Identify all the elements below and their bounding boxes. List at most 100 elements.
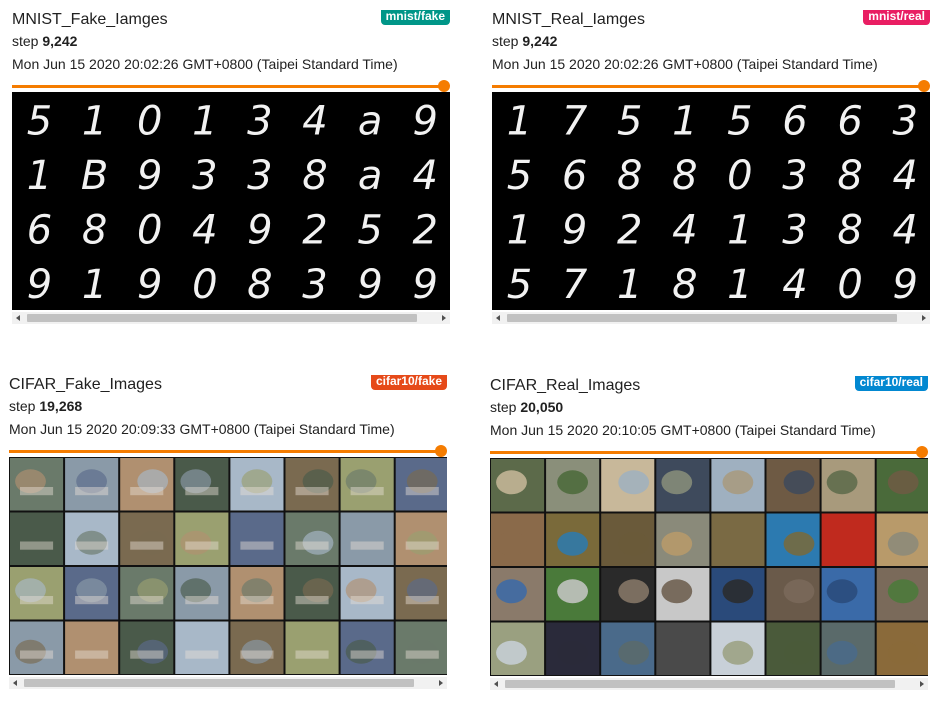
scrollbar-thumb[interactable]: [507, 314, 897, 322]
cifar-thumbnail: [656, 568, 710, 621]
cifar-thumbnail: [395, 621, 447, 674]
mnist-digit-tile: 4: [672, 208, 697, 254]
mnist-digit-tile: 7: [562, 262, 588, 308]
horizontal-scrollbar[interactable]: [9, 677, 447, 689]
cifar-thumbnail: [230, 621, 284, 674]
cifar-thumbnail: [10, 567, 64, 620]
cifar-thumbnail: [876, 459, 928, 512]
mnist-digit-tile: 8: [672, 262, 697, 308]
mnist-digit-tile: 5: [617, 99, 642, 145]
scrollbar-thumb[interactable]: [505, 680, 895, 688]
mnist-digit-tile: 3: [782, 208, 807, 254]
mnist-digit-tile: 3: [247, 99, 272, 145]
step-label: step: [492, 33, 519, 49]
cifar-thumbnail: [175, 458, 229, 511]
cifar-thumbnail: [821, 513, 875, 566]
wall-time: Mon Jun 15 2020 20:09:33 GMT+0800 (Taipe…: [9, 421, 395, 437]
mnist-digit-tile: 0: [837, 262, 862, 308]
cifar-thumbnail: [10, 512, 64, 565]
mnist-digit-grid: 5 1 0 1 3 4 a 91 B 9 3 3 8 a 46 8 0 4 9 2 5 29 1 9 0 8 3 9 9: [27, 99, 438, 309]
cifar-thumbnail: [601, 459, 655, 512]
cifar-thumbnail: [546, 622, 600, 675]
step-label: step: [490, 399, 517, 415]
horizontal-scrollbar[interactable]: [492, 312, 930, 324]
cifar-thumbnail: [821, 459, 875, 512]
mnist-digit-tile: 5: [27, 99, 52, 145]
cifar-thumbnail: [230, 567, 284, 620]
slider-thumb[interactable]: [438, 80, 450, 92]
cifar-thumbnail: [491, 513, 545, 566]
cifar-thumbnail: [395, 458, 447, 511]
cifar-thumbnail: [491, 568, 545, 621]
cifar-thumbnail: [601, 622, 655, 675]
cifar-thumbnail: [230, 458, 284, 511]
scroll-right-icon[interactable]: [442, 315, 446, 321]
mnist-digit-tile: 5: [727, 99, 752, 145]
cifar-thumbnail: [711, 459, 765, 512]
run-tag-badge: cifar10/fake: [370, 375, 447, 390]
wall-time: Mon Jun 15 2020 20:02:26 GMT+0800 (Taipe…: [12, 56, 398, 72]
scroll-left-icon[interactable]: [16, 315, 20, 321]
scroll-right-icon[interactable]: [920, 681, 924, 687]
mnist-digit-tile: 9: [892, 262, 917, 308]
mnist-digit-tile: 6: [837, 99, 862, 145]
mnist-digit-tile: 2: [617, 208, 642, 254]
horizontal-scrollbar[interactable]: [490, 678, 928, 690]
scrollbar-thumb[interactable]: [27, 314, 417, 322]
slider-thumb[interactable]: [918, 80, 930, 92]
cifar-thumbnail: [65, 621, 119, 674]
mnist-digit-tile: 6: [27, 208, 52, 254]
cifar-thumbnail: [175, 567, 229, 620]
scroll-right-icon[interactable]: [439, 680, 443, 686]
mnist-digit-tile: 1: [82, 99, 107, 145]
cifar-thumbnail: [766, 459, 820, 512]
cifar-thumbnail: [491, 459, 545, 512]
mnist-digit-tile: 5: [507, 262, 532, 308]
cifar-thumbnail: [601, 513, 655, 566]
step-slider[interactable]: [9, 445, 447, 457]
slider-track: [490, 451, 918, 454]
mnist-digit-tile: 1: [27, 153, 52, 199]
mnist-digit-tile: 0: [727, 153, 752, 199]
slider-thumb[interactable]: [435, 445, 447, 457]
slider-thumb[interactable]: [916, 446, 928, 458]
step-readout: step 9,242: [492, 32, 557, 50]
cifar-thumbnail: [711, 622, 765, 675]
cifar-thumbnail: [65, 567, 119, 620]
cifar-thumbnail: [340, 512, 394, 565]
cifar-thumbnail: [766, 568, 820, 621]
mnist-digit-tile: 1: [672, 99, 697, 145]
mnist-digit-tile: 8: [837, 208, 862, 254]
run-tag-badge: mnist/fake: [380, 10, 450, 25]
mnist-digit-tile: 1: [192, 99, 217, 145]
mnist-digit-grid: 1 7 5 1 5 6 6 35 6 8 8 0 3 8 41 9 2 4 1 3 8 45 7 1 8 1 4 0 9: [507, 99, 918, 309]
cifar-thumbnail: [285, 621, 339, 674]
cifar-thumbnail: [340, 458, 394, 511]
step-slider[interactable]: [492, 80, 930, 92]
cifar-thumbnail: [766, 513, 820, 566]
cifar-image-grid: [10, 458, 447, 674]
mnist-digit-tile: 1: [617, 262, 642, 308]
horizontal-scrollbar[interactable]: [12, 312, 450, 324]
mnist-digit-tile: 1: [727, 208, 752, 254]
step-slider[interactable]: [490, 446, 928, 458]
scroll-right-icon[interactable]: [922, 315, 926, 321]
mnist-digit-tile: 5: [357, 208, 382, 254]
scroll-left-icon[interactable]: [13, 680, 17, 686]
step-value: 9,242: [522, 33, 558, 49]
scroll-left-icon[interactable]: [496, 315, 500, 321]
scrollbar-thumb[interactable]: [24, 679, 414, 687]
step-slider[interactable]: [12, 80, 450, 92]
mnist-digit-tile: 9: [27, 262, 52, 308]
scroll-left-icon[interactable]: [494, 681, 498, 687]
mnist-digit-tile: 3: [192, 153, 217, 199]
cifar-thumbnail: [821, 622, 875, 675]
cifar-thumbnail: [10, 621, 64, 674]
cifar-thumbnail: [10, 458, 64, 511]
cifar-thumbnail: [285, 512, 339, 565]
cifar-thumbnail: [395, 567, 447, 620]
cifar-thumbnail: [340, 621, 394, 674]
cifar-thumbnail: [656, 459, 710, 512]
